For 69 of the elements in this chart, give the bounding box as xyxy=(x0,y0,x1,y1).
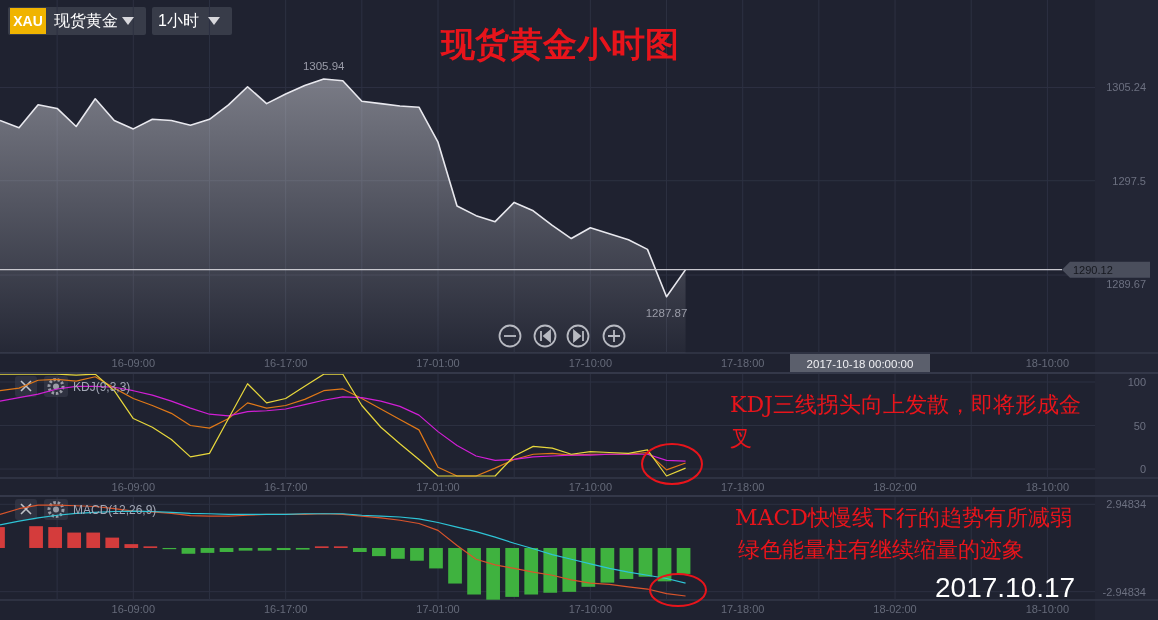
annotation: 绿色能量柱有继续缩量的迹象 xyxy=(738,537,1024,562)
bar xyxy=(638,547,653,577)
annotation: XAU xyxy=(13,13,43,29)
bar xyxy=(238,547,253,551)
y-tick-label: 2.94834 xyxy=(1106,498,1146,511)
bar xyxy=(124,544,139,548)
bar xyxy=(448,547,462,584)
x-tick-label: 16-17:00 xyxy=(263,603,308,615)
bar xyxy=(676,547,691,574)
x-tick-label: 16-17:00 xyxy=(263,481,308,493)
annotation: 现货黄金 xyxy=(54,12,118,29)
bar xyxy=(581,547,596,587)
x-tick-label: 17-01:00 xyxy=(416,357,460,369)
y-tick-label: 1297.5 xyxy=(1112,174,1146,187)
data-label: 1305.94 xyxy=(302,60,346,73)
bar xyxy=(257,547,272,551)
x-tick-label: 18-02:00 xyxy=(873,603,917,615)
bar xyxy=(600,547,615,583)
bar xyxy=(372,547,386,557)
y-tick-label: 100 xyxy=(1127,376,1146,389)
annotation: 2017.10.17 xyxy=(935,572,1076,603)
y-tick-label: 1289.67 xyxy=(1106,277,1146,290)
y-tick-label: 50 xyxy=(1133,419,1146,432)
bar xyxy=(181,547,196,554)
x-tick-label: 17-18:00 xyxy=(720,603,765,615)
bar xyxy=(276,547,291,551)
y-tick-label: 1305.24 xyxy=(1106,81,1146,94)
bar xyxy=(467,547,481,595)
bar xyxy=(352,547,367,552)
bar xyxy=(48,527,62,548)
bar xyxy=(86,532,101,548)
bar xyxy=(486,547,500,600)
bar xyxy=(67,532,82,548)
x-tick-label: 18-10:00 xyxy=(1025,357,1070,369)
bar xyxy=(505,547,520,597)
x-tick-label: 16-09:00 xyxy=(111,357,156,369)
x-tick-label: 17-01:00 xyxy=(416,481,460,493)
bar xyxy=(200,547,215,553)
bar xyxy=(29,526,43,548)
text: 2017-10-18 00:00:00 xyxy=(806,357,914,370)
data-label: 1287.87 xyxy=(645,306,688,319)
bar xyxy=(562,547,577,592)
bar xyxy=(219,547,234,552)
x-tick-label: 16-09:00 xyxy=(111,603,156,615)
bar xyxy=(429,547,443,569)
x-tick-label: 16-09:00 xyxy=(111,481,156,493)
x-tick-label: 17-18:00 xyxy=(720,357,765,369)
bar xyxy=(391,547,405,559)
y-tick-label: -2.94834 xyxy=(1102,585,1146,598)
bar xyxy=(410,547,424,561)
y-tick-label: 0 xyxy=(1139,463,1146,476)
x-tick-label: 17-01:00 xyxy=(416,603,460,615)
x-tick-label: 17-18:00 xyxy=(720,481,765,493)
annotation: 1小时 xyxy=(158,12,199,29)
bar xyxy=(105,537,120,548)
bar xyxy=(524,547,539,595)
text: 现货黄金小时图 xyxy=(439,24,679,64)
ref-line-label: 1290.12 xyxy=(1073,263,1113,276)
annotation: KDJ三线拐头向上发散，即将形成金叉 xyxy=(730,392,1081,451)
x-tick-label: 17-10:00 xyxy=(568,481,613,493)
x-tick-label: 18-10:00 xyxy=(1025,603,1070,615)
bar xyxy=(543,547,558,593)
x-tick-label: 18-10:00 xyxy=(1025,481,1070,493)
bar xyxy=(619,547,634,579)
x-tick-label: 18-02:00 xyxy=(873,481,917,493)
x-tick-label: 16-17:00 xyxy=(263,357,308,369)
annotation: MACD快慢线下行的趋势有所减弱 xyxy=(735,505,1072,530)
x-tick-label: 17-10:00 xyxy=(568,603,613,615)
x-tick-label: 17-10:00 xyxy=(568,357,613,369)
